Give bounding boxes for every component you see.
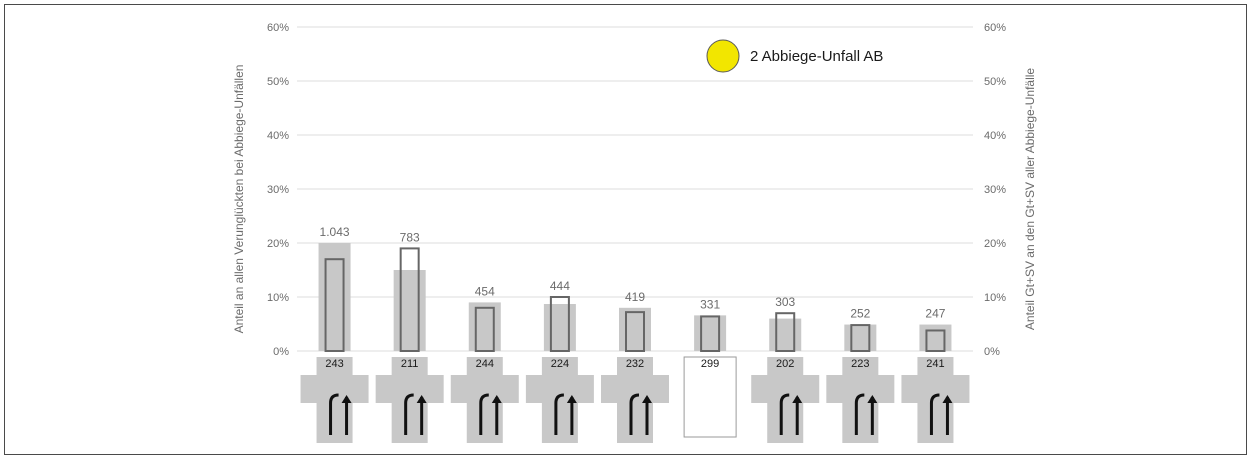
road-horizontal	[300, 375, 369, 403]
turn-arrow	[929, 393, 940, 435]
bar-chart: 0% 0% 10% 10% 20% 20% 30% 30% 40% 40% 50% 50% 60% 60%…	[232, 22, 1037, 443]
intersection-icon: 241	[901, 357, 970, 443]
category-icons: 243 211 244 224 232 299 202 223 241	[300, 356, 970, 443]
y-ticks: 0% 0% 10% 10% 20% 20% 30% 30% 40% 40% 50% 50% 60% 60%	[267, 22, 1006, 358]
y-axis-titles: Anteil an allen Verunglückten bei Abbieg…	[232, 65, 1037, 334]
bar-background	[769, 318, 802, 351]
bar-background	[844, 324, 877, 351]
road-horizontal	[375, 375, 444, 403]
y-tick-right: 0%	[984, 346, 1000, 358]
y-tick-left: 40%	[267, 130, 289, 142]
y-tick-left: 50%	[267, 76, 289, 88]
bar-outline	[324, 258, 345, 352]
turn-arrow	[404, 393, 414, 435]
intersection-icon: 224	[525, 357, 594, 443]
bar-outline	[700, 315, 721, 353]
turn-arrow	[479, 393, 489, 435]
value-label: 1.043	[320, 225, 350, 239]
road-horizontal	[826, 375, 895, 403]
legend-marker	[706, 39, 740, 73]
turn-arrow	[629, 393, 640, 435]
bar-outline	[925, 329, 946, 353]
intersection-icon: 243	[300, 357, 369, 443]
y-tick-left: 20%	[267, 238, 289, 250]
category-code: 243	[325, 358, 343, 370]
intersection-icon: 299	[683, 356, 737, 438]
bar-outline	[399, 247, 420, 352]
intersection-icon: 202	[751, 357, 820, 443]
bar-background	[619, 307, 651, 351]
category-code: 211	[401, 358, 419, 370]
arrow-head	[792, 395, 803, 403]
legend-label: 2 Abbiege-Unfall AB	[750, 48, 883, 65]
arrow-head	[491, 395, 502, 403]
road-horizontal	[450, 375, 519, 403]
category-code: 224	[551, 358, 569, 370]
chart-frame: 0% 0% 10% 10% 20% 20% 30% 30% 40% 40% 50% 50% 60% 60%…	[4, 4, 1247, 455]
bar-outline	[775, 312, 796, 353]
turn-arrow	[854, 393, 865, 435]
intersection-icon: 223	[826, 357, 895, 443]
value-label: 331	[700, 297, 720, 311]
bar-background	[318, 243, 351, 351]
intersection-icon: 244	[450, 357, 519, 443]
arrow-head	[867, 395, 878, 403]
road-horizontal	[901, 375, 970, 403]
intersection-icon: 211	[375, 357, 444, 443]
value-label: 247	[925, 307, 945, 321]
y-tick-right: 30%	[984, 184, 1006, 196]
bar-background	[468, 302, 501, 351]
turn-arrow	[554, 393, 564, 435]
category-code: 202	[776, 358, 794, 370]
value-label: 444	[550, 279, 570, 293]
arrow-head	[566, 395, 577, 403]
arrow-head	[942, 395, 953, 403]
category-code: 241	[926, 358, 944, 370]
arrow-head	[416, 395, 427, 403]
turn-arrow	[329, 393, 339, 435]
value-label: 419	[625, 290, 645, 304]
road-horizontal	[751, 375, 820, 403]
value-labels: 1.043 783 454 444 419 331 303 252 247	[320, 225, 946, 321]
bar-outline	[850, 324, 871, 352]
value-label: 252	[850, 307, 870, 321]
road-horizontal	[601, 375, 669, 403]
road-horizontal	[525, 375, 594, 403]
y-tick-right: 40%	[984, 130, 1006, 142]
bar-background	[393, 270, 426, 351]
bar-background	[919, 324, 952, 351]
value-label: 783	[400, 230, 420, 244]
bar-outline	[625, 311, 645, 352]
y-tick-right: 50%	[984, 76, 1006, 88]
bars	[318, 243, 952, 353]
y-tick-left: 10%	[267, 292, 289, 304]
arrow-head	[642, 395, 652, 403]
y-tick-right: 10%	[984, 292, 1006, 304]
y-axis-title-left: Anteil an allen Verunglückten bei Abbieg…	[232, 65, 246, 334]
y-tick-left: 0%	[273, 346, 289, 358]
category-code: 232	[626, 358, 644, 370]
bar-background	[694, 315, 727, 351]
legend: 2 Abbiege-Unfall AB	[706, 39, 883, 73]
y-tick-right: 60%	[984, 22, 1006, 34]
y-tick-right: 20%	[984, 238, 1006, 250]
arrow-head	[341, 395, 352, 403]
intersection-icon: 232	[601, 357, 669, 443]
bar-outline	[474, 306, 495, 352]
icon-box	[683, 356, 737, 438]
turn-arrow	[779, 393, 790, 435]
value-label: 303	[775, 295, 795, 309]
y-axis-title-right: Anteil Gt+SV an den Gt+SV aller Abbiege-…	[1023, 68, 1037, 330]
category-code: 299	[701, 358, 719, 370]
value-label: 454	[475, 284, 495, 298]
y-tick-left: 30%	[267, 184, 289, 196]
bar-background	[543, 304, 576, 351]
bar-outline	[549, 296, 570, 352]
category-code: 223	[851, 358, 869, 370]
category-code: 244	[476, 358, 494, 370]
y-tick-left: 60%	[267, 22, 289, 34]
